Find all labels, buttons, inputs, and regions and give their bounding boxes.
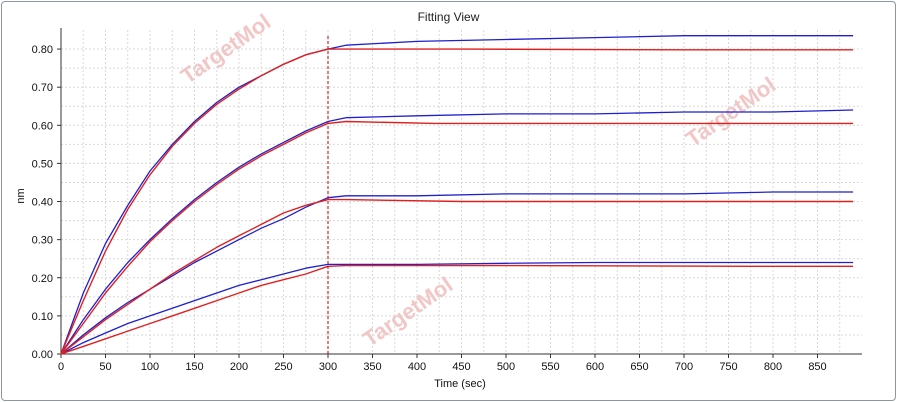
y-tick-label: 0.50 [32,158,53,170]
x-tick-label: 150 [185,361,203,373]
fit-curve [60,264,854,355]
measured-curve [60,191,854,355]
x-tick-label: 0 [58,361,64,373]
y-tick-label: 0.70 [32,82,53,94]
x-tick-label: 500 [497,361,515,373]
axis-layer: 0.00 0.10 0.20 0.30 0.40 0.50 0.60 0.70 0.80 0 50 1… [32,28,862,373]
fit-curve [60,198,854,355]
grid-layer [61,30,862,354]
x-tick-label: 350 [363,361,381,373]
y-tick-label: 0.10 [32,311,53,323]
x-tick-label: 400 [408,361,426,373]
y-tick-label: 0.80 [32,44,53,56]
y-tick-label: 0.60 [32,120,53,132]
watermark-text: TargetMol [358,272,457,352]
measured-curve [60,261,854,355]
y-tick-label: 0.30 [32,235,53,247]
y-tick-label: 0.40 [32,197,53,209]
x-tick-label: 650 [630,361,648,373]
fit-curve [60,48,854,355]
x-tick-label: 50 [99,361,111,373]
x-tick-label: 600 [586,361,604,373]
x-tick-label: 450 [452,361,470,373]
series-layer [60,35,854,355]
window-title: Fitting View [417,10,480,24]
x-tick-label: 550 [541,361,559,373]
x-tick-label: 750 [719,361,737,373]
x-axis-label: Time (sec) [434,378,486,390]
x-tick-label: 100 [141,361,159,373]
x-tick-label: 250 [274,361,292,373]
y-axis-label: nm [15,188,27,203]
x-tick-label: 300 [319,361,337,373]
x-tick-label: 800 [764,361,782,373]
y-tick-label: 0.20 [32,273,53,285]
fit-curve [60,120,854,355]
x-tick-label: 700 [675,361,693,373]
x-tick-label: 200 [230,361,248,373]
y-tick-label: 0.00 [32,349,53,361]
x-tick-label: 850 [808,361,826,373]
measured-curve [60,109,854,355]
